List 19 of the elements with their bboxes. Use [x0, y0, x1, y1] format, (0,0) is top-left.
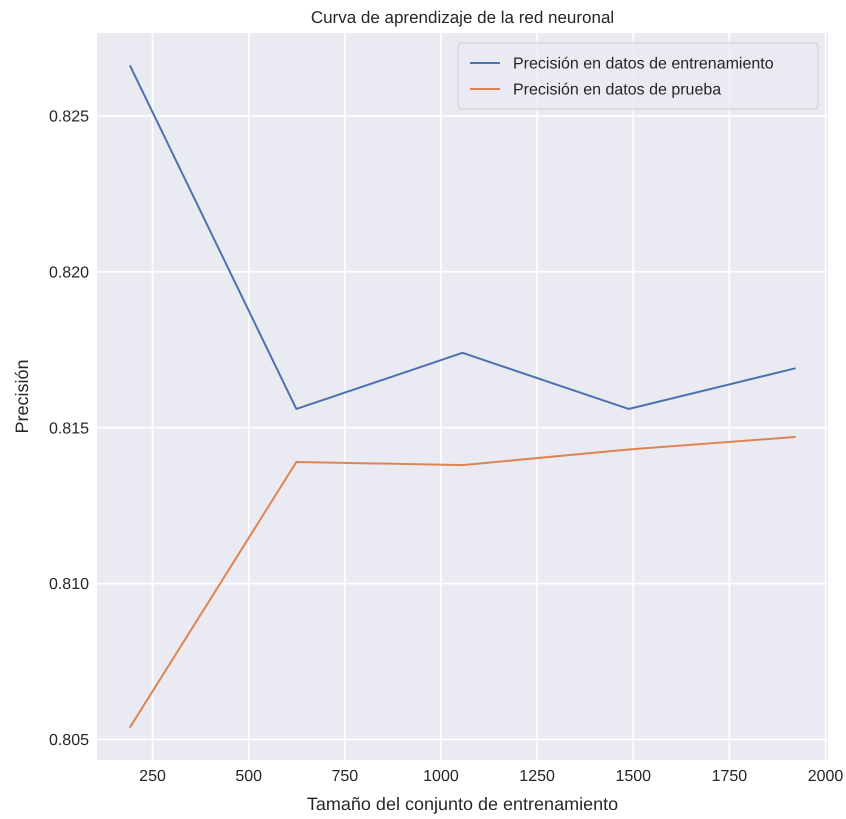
y-tick-label: 0.810 [48, 576, 90, 594]
chart-title: Curva de aprendizaje de la red neuronal [310, 8, 614, 27]
y-tick-label: 0.820 [48, 264, 90, 282]
x-tick-label: 500 [235, 768, 262, 785]
y-tick-label: 0.825 [48, 108, 90, 126]
x-tick-label: 1750 [712, 768, 748, 785]
x-tick-label: 1000 [423, 768, 459, 785]
legend-label: Precisión en datos de prueba [513, 82, 722, 99]
x-tick-label: 1250 [519, 768, 556, 785]
x-tick-label: 250 [139, 768, 166, 785]
y-tick-label: 0.815 [48, 420, 90, 438]
x-tick-label: 1500 [615, 768, 652, 785]
y-tick-label: 0.805 [48, 732, 90, 750]
x-tick-label: 750 [331, 768, 358, 785]
y-axis-title: Precisión [12, 359, 32, 434]
x-axis-title: Tamaño del conjunto de entrenamiento [306, 794, 618, 814]
legend-label: Precisión en datos de entrenamiento [513, 56, 774, 73]
x-tick-label: 2000 [808, 768, 844, 785]
line-series [129, 436, 796, 728]
